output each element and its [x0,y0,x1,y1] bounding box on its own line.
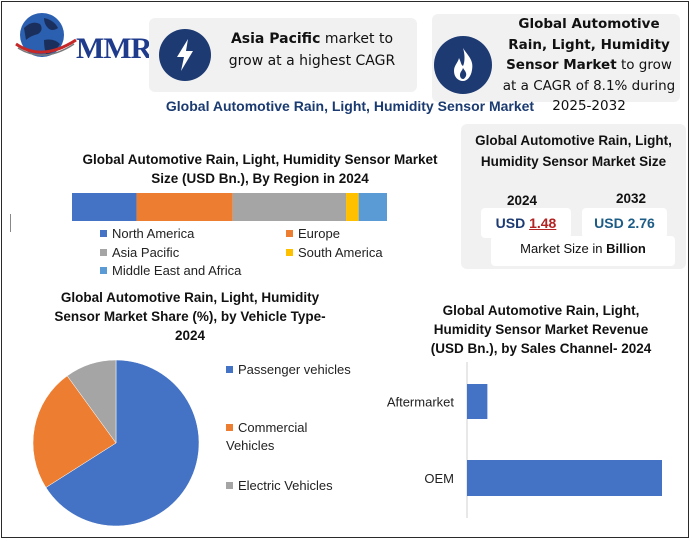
apac-callout-card: Asia Pacific market to grow at a highest… [149,18,417,92]
pie-slice-commercial-vehicles [32,375,117,488]
vehicle-chart-title: Global Automotive Rain, Light, Humidity … [54,290,326,343]
region-chart-title: Global Automotive Rain, Light, Humidity … [82,152,438,186]
unit-prefix: Market Size in [520,241,603,256]
logo-text: MMR [76,32,152,65]
channel-chart-title: Global Automotive Rain, Light, Humidity … [430,303,652,356]
region-segment-south-america [346,193,359,221]
bar-oem [467,460,662,496]
market-size-card: Global Automotive Rain, Light, Humidity … [461,124,686,269]
legend-swatch [286,249,293,257]
value-2024-number[interactable]: 1.48 [529,215,557,231]
legend-commercial-vehicles: Commercial Vehicles [226,419,326,455]
legend-swatch [100,249,107,257]
legend-swatch [226,424,233,432]
legend-swatch [286,230,293,238]
apac-highlight: Asia Pacific [230,31,321,47]
cagr-highlight: Global Automotive Rain, Light, Humidity … [506,16,670,73]
legend-label: Middle East and Africa [112,263,242,278]
legend-europe: Europe [286,226,340,241]
legend-electric-vehicles: Electric Vehicles [226,477,376,495]
legend-swatch [100,267,107,275]
region-segment-north-america [72,193,137,221]
legend-label: South America [298,245,383,260]
legend-label: Electric Vehicles [238,478,333,493]
flame-icon [434,36,492,94]
category-label-oem: OEM [424,471,454,486]
legend-north-america: North America [100,226,194,241]
apac-callout-text: Asia Pacific market to grow at a highest… [215,28,409,72]
logo: MMR [14,10,152,65]
main-title: Global Automotive Rain, Light, Humidity … [165,98,535,114]
legend-label: Passenger vehicles [238,362,351,377]
region-segment-europe [136,193,233,221]
region-segment-asia-pacific [232,193,347,221]
currency-label: USD [495,215,526,231]
legend-south-america: South America [286,245,383,260]
value-2032: USD 2.76 [582,208,667,238]
bar-aftermarket [467,384,488,419]
value-2024: USD 1.48 [481,208,571,238]
unit-word: Billion [606,241,646,256]
legend-label: Europe [298,226,340,241]
region-segment-middle-east-and-africa [358,193,387,221]
legend-label: Commercial Vehicles [226,420,308,453]
legend-asia-pacific: Asia Pacific [100,245,179,260]
year-2024: 2024 [507,193,538,208]
cagr-rest: to grow at a CAGR of 8.1% during 2025-20… [502,57,676,114]
legend-middle-east-and-africa: Middle East and Africa [100,263,241,278]
pie-slice-passenger-vehicles [45,359,200,527]
apac-rest: market to grow at a highest CAGR [228,31,396,69]
legend-swatch [100,230,107,238]
unit-label: Market Size in Billion [491,236,675,266]
category-label-aftermarket: Aftermarket [387,395,455,410]
cagr-callout-text: Global Automotive Rain, Light, Humidity … [500,14,678,117]
edge-marker [10,214,11,232]
lightning-icon [159,29,211,81]
pie-slice-electric-vehicles [66,359,117,444]
legend-swatch [226,482,233,490]
globe-icon [15,13,77,57]
legend-label: Asia Pacific [112,245,180,260]
year-2032: 2032 [616,191,647,206]
legend-passenger-vehicles: Passenger vehicles [226,361,376,379]
legend-label: North America [112,226,195,241]
cagr-callout-card: Global Automotive Rain, Light, Humidity … [432,14,680,114]
market-size-title: Global Automotive Rain, Light, Humidity … [475,133,672,169]
legend-swatch [226,366,233,374]
